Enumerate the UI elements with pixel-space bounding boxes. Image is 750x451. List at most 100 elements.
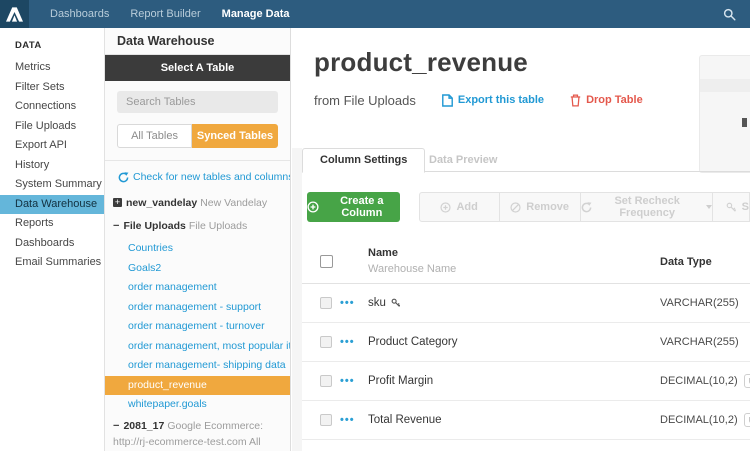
data-type-column-header: Data Type	[660, 255, 712, 268]
content-tab-bar: Column Settings Data Preview	[302, 148, 750, 173]
refresh-icon	[118, 171, 129, 183]
tree-item-order-management[interactable]: order management	[128, 281, 217, 294]
column-toolbar: Create a Column Add	[307, 192, 750, 222]
name-column-header: Name Warehouse Name	[368, 246, 660, 278]
left-gutter	[292, 148, 302, 451]
row-menu-dots[interactable]: •••	[340, 336, 355, 348]
collapse-minus-icon[interactable]: −	[113, 220, 120, 233]
nav-item-report-builder[interactable]: Report Builder	[130, 8, 201, 20]
set-recheck-frequency-button[interactable]: Set Recheck Frequency	[579, 192, 713, 222]
primary-key-icon	[391, 298, 401, 308]
partial-icon	[742, 118, 747, 127]
add-label: Add	[456, 201, 478, 213]
synced-tables-tab[interactable]: Synced Tables	[192, 124, 278, 148]
all-tables-tab[interactable]: All Tables	[117, 124, 193, 148]
tree-item-order-management-most-popular[interactable]: order management, most popular items	[128, 339, 290, 352]
tree-group-new-vandelay[interactable]: + new_vandelay New Vandelay	[105, 192, 290, 215]
tree-item-countries[interactable]: Countries	[128, 242, 173, 255]
tables-tree: + new_vandelay New Vandelay − File Uploads F…	[105, 192, 290, 451]
tree-item-product-revenue[interactable]: product_revenue	[105, 375, 290, 396]
right-edge-panel-band	[700, 79, 750, 92]
set-recheck-frequency-label: Set Recheck Frequency	[614, 195, 680, 219]
row-menu-dots[interactable]: •••	[340, 375, 355, 387]
table-filter-segmented: All Tables Synced Tables	[117, 124, 278, 148]
sidebar-item-export-api[interactable]: Export API	[15, 139, 67, 151]
table-row: ••• Total Revenue DECIMAL(10,2) USD	[302, 401, 750, 440]
expand-plus-icon[interactable]: +	[113, 197, 122, 207]
sidebar-item-connections[interactable]: Connections	[15, 100, 77, 112]
key-icon	[726, 202, 737, 213]
table-row: ••• Profit Margin DECIMAL(10,2) USD	[302, 362, 750, 401]
remove-button[interactable]: Remove	[498, 192, 581, 222]
row-menu-dots[interactable]: •••	[340, 414, 355, 426]
table-select-panel: Data Warehouse Select A Table All Tables…	[105, 28, 291, 451]
tree-group-ecommerce[interactable]: −2081_17 Google Ecommerce: http://rj-ecom…	[105, 415, 290, 451]
sidebar-item-dashboards[interactable]: Dashboards	[15, 236, 75, 249]
column-name: sku	[368, 297, 386, 309]
columns-table: Name Warehouse Name Data Type ••• sku	[302, 240, 750, 440]
select-a-table-header: Select A Table	[105, 55, 290, 81]
set-primary-key-button-partial[interactable]: S	[711, 192, 750, 222]
column-data-type: VARCHAR(255)	[660, 297, 739, 309]
row-menu-dots[interactable]: •••	[340, 297, 355, 309]
drop-table-link[interactable]: Drop Table	[570, 94, 643, 107]
row-checkbox[interactable]	[320, 336, 332, 348]
column-name: Profit Margin	[368, 375, 434, 387]
export-table-link[interactable]: Export this table	[441, 93, 544, 107]
table-source-label: from File Uploads	[314, 92, 416, 108]
table-meta-row: from File Uploads Export this table	[314, 92, 643, 108]
currency-badge: USD	[743, 374, 750, 388]
tree-group-desc: New Vandelay	[200, 197, 268, 209]
mountain-a-logo-icon	[6, 6, 23, 22]
main-content: product_revenue from File Uploads Export…	[292, 28, 750, 451]
sidebar-item-history[interactable]: History	[15, 158, 50, 171]
tree-item-order-management-support[interactable]: order management - support	[128, 300, 262, 313]
sidebar-item-system-summary[interactable]: System Summary	[15, 178, 102, 190]
columns-table-header: Name Warehouse Name Data Type	[302, 240, 750, 284]
column-data-type: DECIMAL(10,2)	[660, 414, 738, 426]
sidebar-item-file-uploads[interactable]: File Uploads	[15, 119, 77, 132]
tree-group-desc: File Uploads	[188, 220, 248, 233]
sidebar-item-data-warehouse[interactable]: Data Warehouse	[0, 194, 104, 214]
tree-item-whitepaper-goals[interactable]: whitepaper.goals	[128, 398, 207, 411]
panel-title: Data Warehouse	[105, 28, 290, 55]
sidebar-item-email-summaries[interactable]: Email Summaries	[15, 256, 102, 268]
nav-item-manage-data[interactable]: Manage Data	[221, 8, 290, 20]
add-button[interactable]: Add	[418, 192, 500, 222]
collapse-minus-icon[interactable]: −	[113, 419, 120, 432]
trash-icon	[570, 94, 581, 107]
select-all-checkbox[interactable]	[320, 255, 333, 268]
tree-group-name: new_vandelay	[126, 197, 198, 209]
row-checkbox[interactable]	[320, 414, 332, 426]
tab-data-preview[interactable]: Data Preview	[429, 154, 498, 166]
tab-column-settings[interactable]: Column Settings	[302, 148, 426, 173]
tree-item-order-management-turnover[interactable]: order management - turnover	[128, 320, 265, 333]
column-data-type: DECIMAL(10,2)	[660, 375, 738, 387]
chevron-down-icon	[705, 205, 712, 209]
tree-item-goals2[interactable]: Goals2	[128, 261, 162, 274]
check-new-tables-link[interactable]: Check for new tables and columns	[118, 171, 290, 183]
sidebar-item-reports[interactable]: Reports	[15, 217, 54, 229]
sidebar-item-metrics[interactable]: Metrics	[15, 61, 51, 73]
row-checkbox[interactable]	[320, 297, 332, 309]
tree-item-order-management-shipping[interactable]: order management- shipping data	[128, 359, 286, 372]
top-nav: Dashboards Report Builder Manage Data	[0, 0, 750, 28]
row-checkbox[interactable]	[320, 375, 332, 387]
disabled-button-group: Add Remove	[418, 192, 750, 222]
sidebar-item-filter-sets[interactable]: Filter Sets	[15, 80, 65, 93]
name-header-label: Name	[368, 246, 398, 259]
panel-divider	[105, 160, 290, 161]
tree-group-file-uploads[interactable]: − File Uploads File Uploads	[105, 215, 290, 239]
search-icon[interactable]	[723, 8, 736, 21]
search-tables-input[interactable]	[117, 91, 278, 113]
column-name: Total Revenue	[368, 414, 442, 426]
brand-logo[interactable]	[0, 0, 29, 28]
remove-circle-icon	[510, 201, 521, 213]
table-row: ••• Product Category VARCHAR(255)	[302, 323, 750, 362]
create-column-button[interactable]: Create a Column	[307, 192, 400, 222]
check-new-tables-label: Check for new tables and columns	[133, 171, 291, 183]
file-icon	[441, 93, 453, 107]
plus-circle-icon	[307, 201, 319, 213]
nav-item-dashboards[interactable]: Dashboards	[50, 8, 110, 20]
